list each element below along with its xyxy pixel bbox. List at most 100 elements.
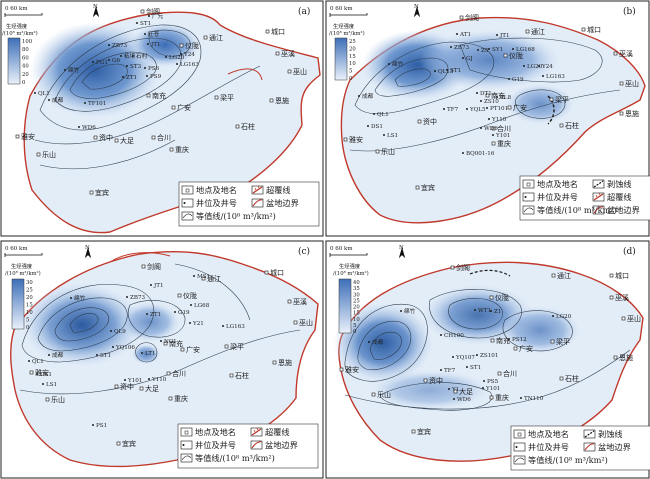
well-marker: [440, 334, 442, 336]
well-label: ST1: [100, 353, 111, 359]
svg-text:/(10⁸ m³/km²): /(10⁸ m³/km²): [5, 270, 41, 277]
legend-item-label: 井位及井号: [528, 442, 569, 452]
legend-item-label: 井位及井号: [196, 198, 237, 208]
legend-box: [519, 175, 650, 221]
well-marker: [474, 309, 476, 311]
well-label: JT1: [499, 33, 510, 39]
colorbar-tick-label: 10: [353, 317, 360, 323]
well-label: ST3: [130, 64, 142, 70]
generation-center: [370, 370, 490, 410]
well-label: PS9: [150, 74, 162, 80]
city-marker: [93, 135, 98, 140]
city-label: 石柱: [565, 121, 579, 130]
city-marker: [503, 53, 508, 58]
well-marker: [141, 352, 143, 354]
well-marker: [189, 322, 191, 324]
city-label: 巫溪: [281, 49, 295, 58]
well-marker: [508, 78, 510, 80]
well-marker: [180, 53, 182, 55]
well-marker: [480, 100, 482, 102]
well-label: AT1: [459, 32, 471, 38]
well-label: Y101: [495, 133, 510, 139]
city-marker: [163, 341, 168, 346]
well-marker: [132, 55, 134, 57]
city-label: 资中: [99, 133, 113, 142]
well-label: PS5: [487, 379, 499, 385]
colorbar-tick-label: 35: [353, 286, 360, 292]
well-label: LG20: [169, 55, 185, 61]
city-marker: [371, 392, 376, 397]
well-label: GJ: [466, 56, 473, 62]
colorbar-tick-label: 0: [26, 325, 30, 331]
well-marker: [462, 152, 464, 154]
well-label: ZT1: [150, 312, 161, 318]
city-marker: [619, 111, 624, 116]
city-label: 大足: [145, 384, 159, 393]
well-label: ZB73: [454, 45, 470, 51]
city-label: 剑阁: [456, 263, 470, 272]
city-label: 资中: [429, 376, 443, 385]
city-label: 大足: [120, 136, 134, 145]
well-marker: [48, 99, 50, 101]
city-marker: [166, 371, 171, 376]
well-marker: [112, 346, 114, 348]
city-label: 石柱: [565, 374, 579, 383]
well-marker: [452, 356, 454, 358]
well-label: 成都: [52, 351, 64, 359]
colorbar-tick-label: 40: [353, 280, 360, 286]
well-marker: [190, 304, 192, 306]
well-label: NC1: [164, 339, 177, 345]
city-marker: [497, 371, 502, 376]
city-marker: [489, 395, 494, 400]
city-marker: [15, 134, 20, 139]
well-label: 旺苍: [148, 30, 160, 38]
svg-text:生烃强度: 生烃强度: [333, 22, 355, 30]
city-label: 巫溪: [293, 297, 307, 306]
legend-item-label: 等值线/(10⁸ m³/km²): [537, 205, 617, 215]
city-label: 石柱: [235, 371, 249, 380]
well-label: LG163: [546, 74, 565, 80]
well-label: JT1: [153, 283, 164, 289]
city-marker: [507, 105, 512, 110]
well-marker: [150, 284, 152, 286]
city-label: 仪陇: [509, 51, 523, 60]
city-marker: [224, 344, 229, 349]
well-marker: [144, 33, 146, 35]
well-marker: [492, 134, 494, 136]
well-label: DS1: [40, 372, 52, 378]
city-marker: [287, 299, 292, 304]
city-label: 合川: [157, 133, 171, 142]
svg-text:/(10⁸ m³/km²): /(10⁸ m³/km²): [333, 270, 369, 277]
city-marker: [203, 35, 208, 40]
well-label: YQ106: [115, 345, 135, 351]
well-marker: [92, 424, 94, 426]
city-label: 南充: [496, 336, 510, 345]
svg-text:0 60 km: 0 60 km: [330, 6, 353, 12]
well-label: PS6: [148, 66, 160, 72]
well-marker: [165, 56, 167, 58]
city-marker: [180, 347, 185, 352]
well-marker: [84, 102, 86, 104]
city-marker: [415, 185, 420, 190]
well-label: LT1: [145, 351, 156, 357]
colorbar-tick-label: 80: [22, 47, 29, 53]
well-label: LS1: [387, 133, 398, 139]
well-marker: [440, 369, 442, 371]
city-label: 广安: [519, 344, 533, 353]
well-label: TF7: [444, 368, 456, 374]
well-label: QL9: [114, 329, 126, 335]
well-marker: [434, 70, 436, 72]
well-marker: [176, 63, 178, 65]
well-marker: [146, 75, 148, 77]
svg-text:N: N: [414, 4, 419, 10]
well-marker: [174, 311, 176, 313]
well-label: G19: [178, 310, 190, 316]
well-label: YQL5: [469, 107, 486, 113]
well-label: ZB73: [112, 43, 128, 49]
legend-box: [178, 181, 320, 227]
city-label: 乐山: [51, 395, 65, 404]
well-marker: [383, 134, 385, 136]
